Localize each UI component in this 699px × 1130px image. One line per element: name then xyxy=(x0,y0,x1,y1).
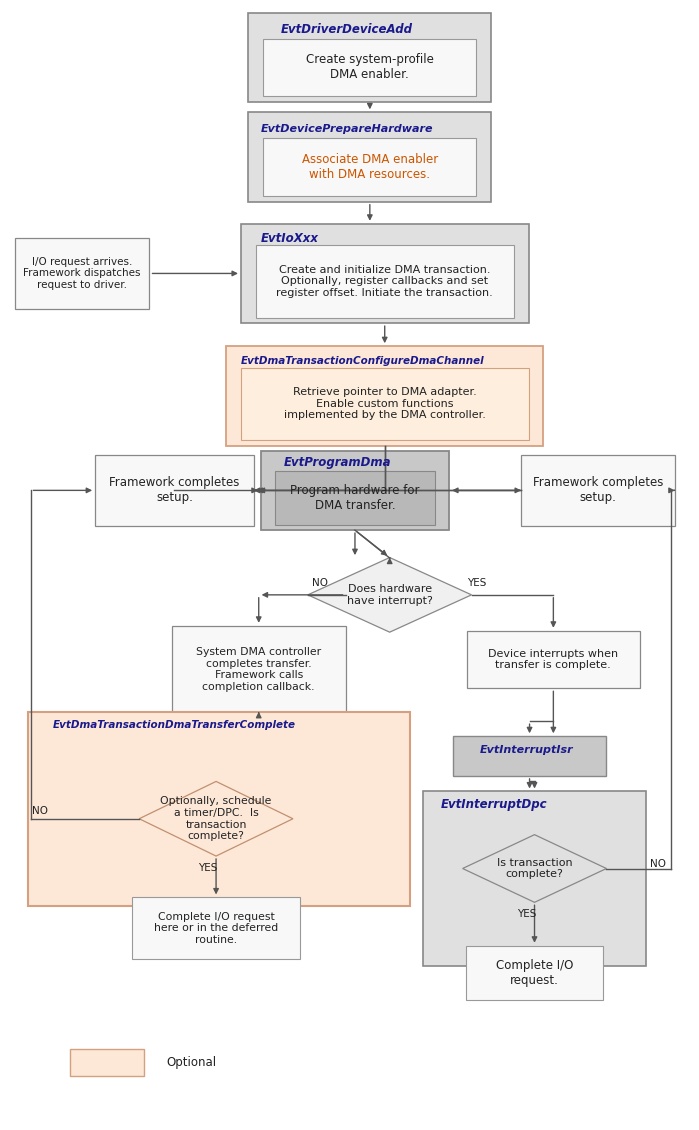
Text: Complete I/O request
here or in the deferred
routine.: Complete I/O request here or in the defe… xyxy=(154,912,278,945)
Text: NO: NO xyxy=(312,577,329,588)
Polygon shape xyxy=(308,557,472,632)
Text: Framework completes
setup.: Framework completes setup. xyxy=(109,477,240,504)
Text: EvtInterruptIsr: EvtInterruptIsr xyxy=(480,745,574,755)
Text: Create system-profile
DMA enabler.: Create system-profile DMA enabler. xyxy=(306,53,434,81)
Text: EvtInterruptDpc: EvtInterruptDpc xyxy=(440,798,547,811)
Text: Framework completes
setup.: Framework completes setup. xyxy=(533,477,663,504)
FancyBboxPatch shape xyxy=(241,224,528,323)
Text: I/O request arrives.
Framework dispatches
request to driver.: I/O request arrives. Framework dispatche… xyxy=(23,257,141,290)
FancyBboxPatch shape xyxy=(241,368,528,440)
Text: YES: YES xyxy=(517,910,536,920)
FancyBboxPatch shape xyxy=(264,38,477,96)
Text: Complete I/O
request.: Complete I/O request. xyxy=(496,959,573,986)
FancyBboxPatch shape xyxy=(261,451,449,530)
FancyBboxPatch shape xyxy=(226,346,543,445)
FancyBboxPatch shape xyxy=(466,946,603,1000)
Text: EvtDmaTransactionConfigureDmaChannel: EvtDmaTransactionConfigureDmaChannel xyxy=(241,356,484,366)
FancyBboxPatch shape xyxy=(453,736,607,776)
Text: Associate DMA enabler
with DMA resources.: Associate DMA enabler with DMA resources… xyxy=(302,153,438,181)
Text: EvtDmaTransactionDmaTransferComplete: EvtDmaTransactionDmaTransferComplete xyxy=(52,720,296,730)
FancyBboxPatch shape xyxy=(256,244,514,319)
FancyBboxPatch shape xyxy=(15,237,149,310)
Text: EvtProgramDma: EvtProgramDma xyxy=(284,457,391,469)
FancyBboxPatch shape xyxy=(521,454,675,527)
FancyBboxPatch shape xyxy=(95,454,254,527)
Text: Does hardware
have interrupt?: Does hardware have interrupt? xyxy=(347,584,433,606)
Text: EvtDevicePrepareHardware: EvtDevicePrepareHardware xyxy=(261,124,433,134)
Text: EvtIoXxx: EvtIoXxx xyxy=(261,232,319,245)
FancyBboxPatch shape xyxy=(172,626,345,713)
FancyBboxPatch shape xyxy=(264,138,477,195)
Polygon shape xyxy=(463,835,607,903)
FancyBboxPatch shape xyxy=(70,1049,144,1077)
Text: Program hardware for
DMA transfer.: Program hardware for DMA transfer. xyxy=(290,485,419,512)
FancyBboxPatch shape xyxy=(423,791,646,965)
Polygon shape xyxy=(139,782,293,857)
Text: Optional: Optional xyxy=(166,1057,217,1069)
FancyBboxPatch shape xyxy=(28,712,410,906)
FancyBboxPatch shape xyxy=(248,112,491,202)
Text: EvtDriverDeviceAdd: EvtDriverDeviceAdd xyxy=(280,23,412,36)
Text: Optionally, schedule
a timer/DPC.  Is
transaction
complete?: Optionally, schedule a timer/DPC. Is tra… xyxy=(160,797,272,841)
Text: NO: NO xyxy=(649,859,665,869)
Text: YES: YES xyxy=(199,863,218,873)
Text: YES: YES xyxy=(468,577,487,588)
Text: NO: NO xyxy=(32,806,48,816)
Text: System DMA controller
completes transfer.
Framework calls
completion callback.: System DMA controller completes transfer… xyxy=(196,647,322,692)
Text: Is transaction
complete?: Is transaction complete? xyxy=(497,858,572,879)
FancyBboxPatch shape xyxy=(248,12,491,103)
Text: Create and initialize DMA transaction.
Optionally, register callbacks and set
re: Create and initialize DMA transaction. O… xyxy=(276,264,493,298)
FancyBboxPatch shape xyxy=(131,897,301,959)
Text: Device interrupts when
transfer is complete.: Device interrupts when transfer is compl… xyxy=(489,649,619,670)
FancyBboxPatch shape xyxy=(275,471,435,525)
Text: Retrieve pointer to DMA adapter.
Enable custom functions
implemented by the DMA : Retrieve pointer to DMA adapter. Enable … xyxy=(284,388,486,420)
FancyBboxPatch shape xyxy=(466,631,640,688)
